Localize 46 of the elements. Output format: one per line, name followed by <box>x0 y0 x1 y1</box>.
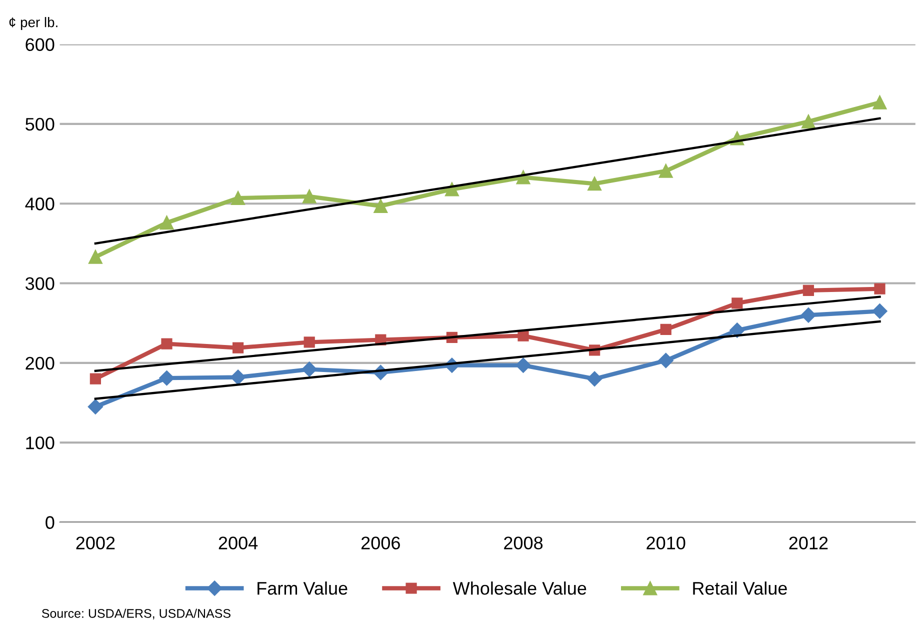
point <box>302 362 317 377</box>
point <box>800 308 816 323</box>
legend-label: Wholesale Value <box>452 581 586 595</box>
point <box>802 284 814 296</box>
point <box>660 324 672 336</box>
point <box>88 399 104 414</box>
point <box>588 176 602 191</box>
x-tick-label: 2012 <box>789 536 828 550</box>
point <box>872 304 888 319</box>
y-tick-label: 0 <box>46 516 54 529</box>
point <box>161 338 172 350</box>
point <box>518 330 529 342</box>
point <box>90 373 102 384</box>
point <box>732 298 743 309</box>
point <box>586 371 602 386</box>
point <box>658 164 673 178</box>
point <box>231 191 245 205</box>
point <box>230 370 246 385</box>
x-tick-label: 2010 <box>646 536 686 550</box>
point <box>374 199 388 213</box>
y-tick-label: 400 <box>25 198 54 210</box>
source-note: Source: USDA/ERS, USDA/NASS <box>42 608 230 620</box>
point <box>730 322 745 338</box>
x-tick-label: 2002 <box>76 536 115 550</box>
legend-label: Retail Value <box>693 581 787 595</box>
point <box>160 216 174 230</box>
point <box>874 283 886 294</box>
y-tick-label: 100 <box>26 436 54 450</box>
y-tick-label: 500 <box>26 118 54 131</box>
point <box>872 96 887 110</box>
point <box>232 342 244 354</box>
y-tick-label: 300 <box>26 277 54 290</box>
y-axis-title: ¢ per lb. <box>9 17 58 30</box>
point <box>802 114 816 129</box>
y-tick-label: 200 <box>26 356 54 370</box>
point <box>304 336 315 348</box>
point <box>516 358 531 373</box>
point <box>159 370 174 386</box>
y-tick-label: 600 <box>26 38 54 52</box>
point <box>658 352 674 368</box>
legend-label: Farm Value <box>258 581 348 595</box>
x-tick-label: 2008 <box>504 536 543 550</box>
point <box>88 250 102 264</box>
point <box>302 190 316 204</box>
x-tick-label: 2006 <box>361 536 400 550</box>
x-tick-label: 2004 <box>218 536 258 550</box>
